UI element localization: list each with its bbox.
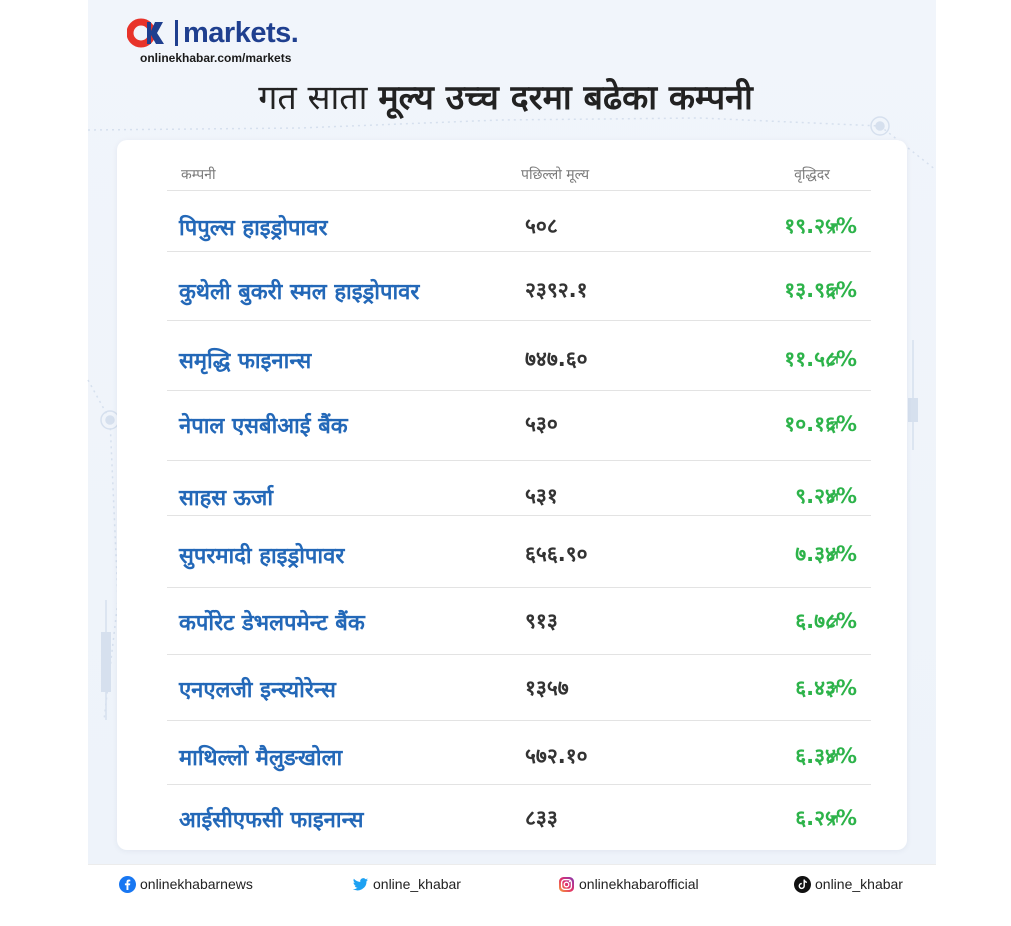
arrow-up-right-icon (827, 421, 838, 432)
row-divider (167, 654, 871, 655)
last-price: ६५६.९० (525, 542, 588, 566)
row-divider (167, 460, 871, 461)
company-name: समृद्धि फाइनान्स (179, 349, 312, 374)
company-name: माथिल्लो मैलुङखोला (179, 746, 343, 771)
table-header: कम्पनी पछिल्लो मूल्य वृद्धिदर (117, 140, 907, 190)
page-title-part1: गत साता (258, 78, 368, 118)
page-title: गत साता मूल्य उच्च दरमा बढेका कम्पनी (0, 76, 1011, 120)
row-divider (167, 320, 871, 321)
last-price: ५३० (525, 412, 558, 436)
twitter-handle: online_khabar (373, 876, 461, 892)
facebook-handle: onlinekhabarnews (140, 876, 253, 892)
arrow-up-right-icon (827, 551, 838, 562)
row-divider (167, 784, 871, 785)
company-name: एनएलजी इन्स्योरेन्स (179, 678, 336, 703)
row-divider (167, 515, 871, 516)
last-price: ५०८ (525, 214, 558, 238)
company-name: सुपरमादी हाइड्रोपावर (179, 544, 345, 569)
arrow-up-right-icon (827, 493, 838, 504)
row-divider (167, 390, 871, 391)
social-twitter[interactable]: online_khabar (352, 874, 461, 894)
facebook-icon (119, 875, 136, 893)
growth-rate: ९.२४% (795, 484, 857, 508)
arrow-up-right-icon (827, 223, 838, 234)
last-price: ८३३ (525, 806, 558, 830)
twitter-icon (353, 877, 368, 890)
growth-rate: १३.९६% (784, 278, 857, 302)
row-divider (167, 587, 871, 588)
social-instagram[interactable]: onlinekhabarofficial (558, 874, 699, 894)
footer-divider (88, 864, 936, 865)
company-name: कर्पोरेट डेभलपमेन्ट बैंक (179, 611, 365, 636)
arrow-up-right-icon (827, 356, 838, 367)
instagram-handle: onlinekhabarofficial (579, 876, 699, 892)
company-name: नेपाल एसबीआई बैंक (179, 414, 348, 439)
logo-separator (175, 20, 178, 46)
header-company: कम्पनी (181, 167, 216, 183)
company-name: आईसीएफसी फाइनान्स (179, 808, 364, 833)
header-last-price: पछिल्लो मूल्य (521, 167, 590, 183)
arrow-up-right-icon (827, 287, 838, 298)
row-divider (167, 251, 871, 252)
instagram-icon (559, 876, 574, 892)
company-name: साहस ऊर्जा (179, 486, 274, 511)
page-title-part2: मूल्य उच्च दरमा बढेका कम्पनी (378, 78, 753, 118)
company-name: कुथेली बुकरी स्मल हाइड्रोपावर (179, 280, 420, 305)
row-divider (167, 190, 871, 191)
growth-rate: ६.७८% (795, 609, 857, 633)
last-price: ५७२.१० (525, 744, 588, 768)
brand-logo: markets. onlinekhabar.com/markets (127, 16, 327, 66)
gainers-table-card: कम्पनी पछिल्लो मूल्य वृद्धिदर पिपुल्स हा… (117, 140, 907, 850)
last-price: २३९२.१ (525, 278, 588, 302)
arrow-up-right-icon (827, 685, 838, 696)
last-price: ७४७.६० (525, 347, 588, 371)
company-name: पिपुल्स हाइड्रोपावर (179, 216, 328, 241)
growth-rate: १०.१६% (784, 412, 857, 436)
header-growth-rate: वृद्धिदर (794, 167, 830, 183)
tiktok-icon (794, 875, 811, 893)
growth-rate: ६.४३% (795, 676, 857, 700)
last-price: ९१३ (525, 609, 558, 633)
growth-rate: ११.५८% (784, 347, 857, 371)
arrow-up-right-icon (827, 618, 838, 629)
social-facebook[interactable]: onlinekhabarnews (119, 874, 253, 894)
growth-rate: १९.२५% (784, 214, 857, 238)
growth-rate: ६.२५% (795, 806, 857, 830)
row-divider (167, 720, 871, 721)
last-price: ५३१ (525, 484, 558, 508)
last-price: १३५७ (525, 676, 569, 700)
tiktok-handle: online_khabar (815, 876, 903, 892)
growth-rate: ७.३४% (795, 542, 857, 566)
onlinekhabar-logo-icon (127, 18, 164, 48)
growth-rate: ६.३४% (795, 744, 857, 768)
arrow-up-right-icon (827, 815, 838, 826)
arrow-up-right-icon (827, 753, 838, 764)
social-tiktok[interactable]: online_khabar (794, 874, 903, 894)
brand-name: markets. (183, 17, 299, 49)
brand-url: onlinekhabar.com/markets (140, 51, 292, 65)
